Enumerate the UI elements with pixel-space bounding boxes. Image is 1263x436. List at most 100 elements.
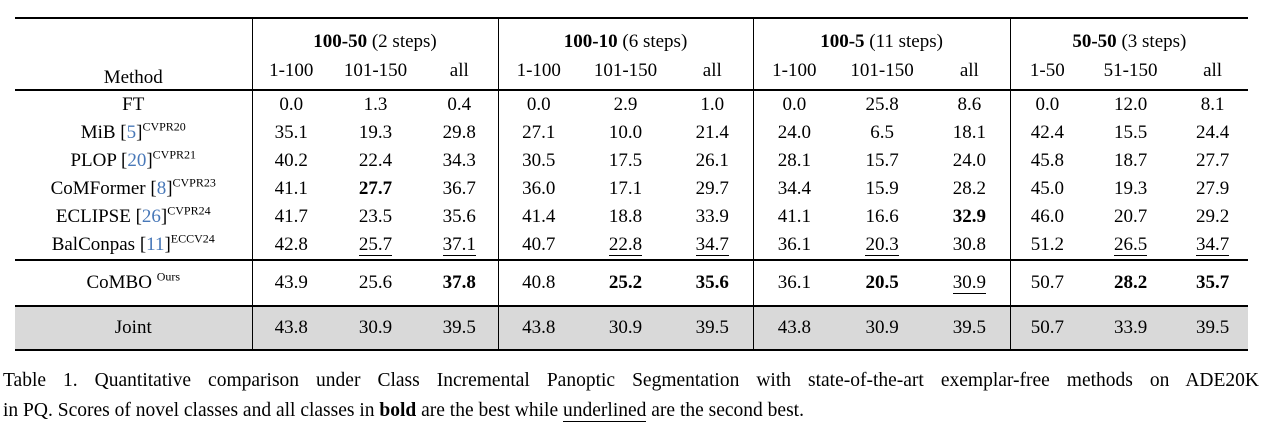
- score-value: 29.8: [442, 122, 476, 143]
- score-value: 8.1: [1200, 94, 1225, 115]
- citation-link[interactable]: 26: [141, 206, 161, 227]
- table-body-ours: CoMBO Ours 43.9 25.6 37.8 40.8 25.2 35.6 36.1 20…: [15, 260, 1249, 306]
- score-value: 1.3: [363, 94, 388, 115]
- group-header-100-50: 100-50 (2 steps): [251, 18, 499, 53]
- subcol-header: all: [702, 60, 722, 81]
- score-cell: 18.8: [579, 203, 672, 231]
- score-value: 43.8: [522, 317, 556, 338]
- score-cell: 43.8: [497, 306, 580, 350]
- citation-link[interactable]: 5: [126, 122, 137, 143]
- score-value: 30.9: [865, 317, 899, 338]
- score-cell: 15.7: [835, 147, 929, 175]
- score-cell: 1.3: [330, 90, 421, 119]
- score-cell: 24.0: [929, 147, 1010, 175]
- caption-text: are the second best.: [646, 399, 804, 421]
- score-cell: 45.0: [1009, 175, 1085, 203]
- score-value: 8.6: [957, 94, 982, 115]
- score-value: 1.0: [700, 94, 725, 115]
- subcol-header: 101-150: [850, 60, 914, 81]
- score-cell: 28.2: [1084, 260, 1177, 306]
- score-value: 26.1: [695, 150, 729, 171]
- score-cell: 12.0: [1084, 90, 1177, 119]
- score-value: 50.7: [1030, 317, 1064, 338]
- score-value: 39.5: [1195, 317, 1230, 338]
- group-header-50-50: 50-50 (3 steps): [1009, 18, 1249, 53]
- score-cell: 27.1: [497, 119, 580, 147]
- score-cell: 34.7: [672, 231, 753, 260]
- score-cell: 42.4: [1009, 119, 1085, 147]
- table-row: FT 0.0 1.3 0.4 0.0 2.9 1.0 0.0 25.8 8.6 0.0 12.0 8.1: [15, 90, 1248, 119]
- score-cell: 39.5: [421, 306, 498, 350]
- score-cell: 34.4: [752, 175, 836, 203]
- score-value: 45.0: [1030, 178, 1064, 199]
- score-value: 19.3: [358, 122, 393, 143]
- score-value: 0.4: [447, 94, 472, 115]
- table-body-methods: FT 0.0 1.3 0.4 0.0 2.9 1.0 0.0 25.8 8.6 0.0 12.0 8.1…: [15, 90, 1248, 260]
- score-value: 51.2: [1030, 234, 1064, 255]
- score-value: 42.4: [1030, 122, 1064, 143]
- caption-text: are the best while: [416, 399, 563, 421]
- score-cell: 43.8: [251, 306, 330, 350]
- score-cell: 0.0: [1009, 90, 1085, 119]
- method-column-header: Method: [103, 67, 163, 88]
- score-value: 0.0: [526, 94, 551, 115]
- score-cell: 1.0: [672, 90, 753, 119]
- score-value: 16.6: [865, 206, 899, 227]
- header-subcol-row: 1-100 101-150 all 1-100 101-150 all 1-100 101-1…: [15, 53, 1248, 90]
- score-cell: 0.0: [251, 90, 330, 119]
- score-value: 35.1: [274, 122, 308, 143]
- score-value: 27.9: [1195, 178, 1230, 199]
- cite-bracket-close: ]: [160, 206, 168, 227]
- score-cell: 50.7: [1009, 260, 1085, 306]
- subcol-header: 1-100: [497, 53, 580, 90]
- score-cell: 43.9: [251, 260, 330, 306]
- score-cell: 15.5: [1084, 119, 1177, 147]
- score-cell: 20.5: [835, 260, 929, 306]
- score-cell: 21.4: [672, 119, 753, 147]
- score-value: 18.8: [608, 206, 643, 227]
- score-cell: 25.8: [835, 90, 929, 119]
- score-cell: 40.8: [497, 260, 580, 306]
- citation-link[interactable]: 11: [146, 234, 165, 255]
- score-value: 27.7: [358, 178, 393, 199]
- score-value: 21.4: [695, 122, 729, 143]
- score-value: 35.6: [695, 272, 729, 293]
- cite-bracket-open: [: [115, 122, 127, 143]
- score-value: 20.7: [1113, 206, 1148, 227]
- score-value: 20.5: [865, 272, 899, 293]
- score-value: 39.5: [442, 317, 476, 338]
- score-cell: 27.7: [330, 175, 421, 203]
- method-cell: PLOP [20]CVPR21: [15, 147, 252, 175]
- score-cell: 36.7: [421, 175, 498, 203]
- score-value: 24.4: [1195, 122, 1230, 143]
- score-value: 32.9: [952, 206, 986, 227]
- score-cell: 29.8: [421, 119, 498, 147]
- score-value: 19.3: [1113, 178, 1148, 199]
- citation-link[interactable]: 8: [156, 178, 167, 199]
- score-value: 37.8: [442, 272, 476, 293]
- score-value: 12.0: [1113, 94, 1148, 115]
- cite-bracket-open: [: [135, 234, 147, 255]
- table-row: PLOP [20]CVPR21 40.2 22.4 34.3 30.5 17.5 26.1 2…: [15, 147, 1248, 175]
- score-cell: 17.5: [579, 147, 672, 175]
- score-cell: 40.7: [497, 231, 580, 260]
- caption-bold-term: bold: [379, 399, 417, 421]
- score-cell: 19.3: [330, 119, 421, 147]
- citation-link[interactable]: 20: [127, 150, 147, 171]
- score-cell: 25.7: [330, 231, 421, 260]
- score-cell: 41.7: [251, 203, 330, 231]
- score-value: 35.7: [1195, 272, 1230, 293]
- score-value: 2.9: [613, 94, 638, 115]
- subcol-header: all: [1203, 60, 1223, 81]
- score-cell: 28.2: [929, 175, 1010, 203]
- score-value: 41.1: [274, 178, 308, 199]
- score-cell: 30.9: [579, 306, 672, 350]
- score-value: 18.7: [1113, 150, 1148, 171]
- score-cell: 0.0: [497, 90, 580, 119]
- group-title: 100-50: [313, 31, 368, 52]
- cite-bracket-close: ]: [136, 122, 143, 143]
- score-cell: 2.9: [579, 90, 672, 119]
- score-cell: 39.5: [1177, 306, 1248, 350]
- cite-bracket-close: ]: [146, 150, 153, 171]
